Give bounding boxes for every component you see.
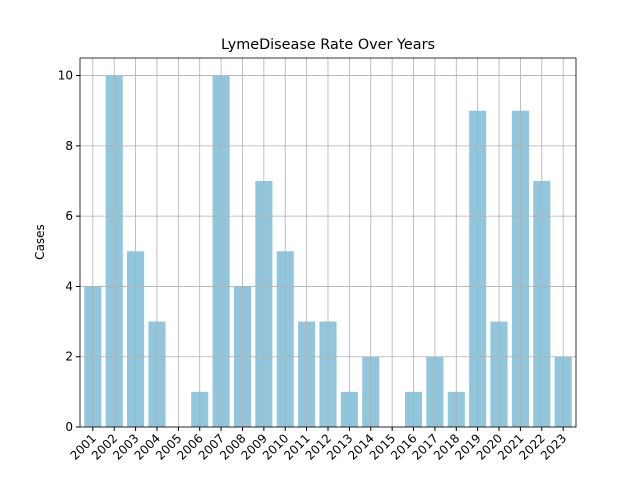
y-tick-label: 10 xyxy=(58,69,73,83)
y-tick-label: 6 xyxy=(65,209,73,223)
y-tick-label: 2 xyxy=(65,350,73,364)
y-tick-label: 8 xyxy=(65,139,73,153)
chart-title: LymeDisease Rate Over Years xyxy=(221,37,435,53)
y-tick-label: 0 xyxy=(65,420,73,434)
y-tick-label: 4 xyxy=(65,279,73,293)
plot-frame xyxy=(79,57,577,428)
y-axis-label: Cases xyxy=(33,224,47,260)
